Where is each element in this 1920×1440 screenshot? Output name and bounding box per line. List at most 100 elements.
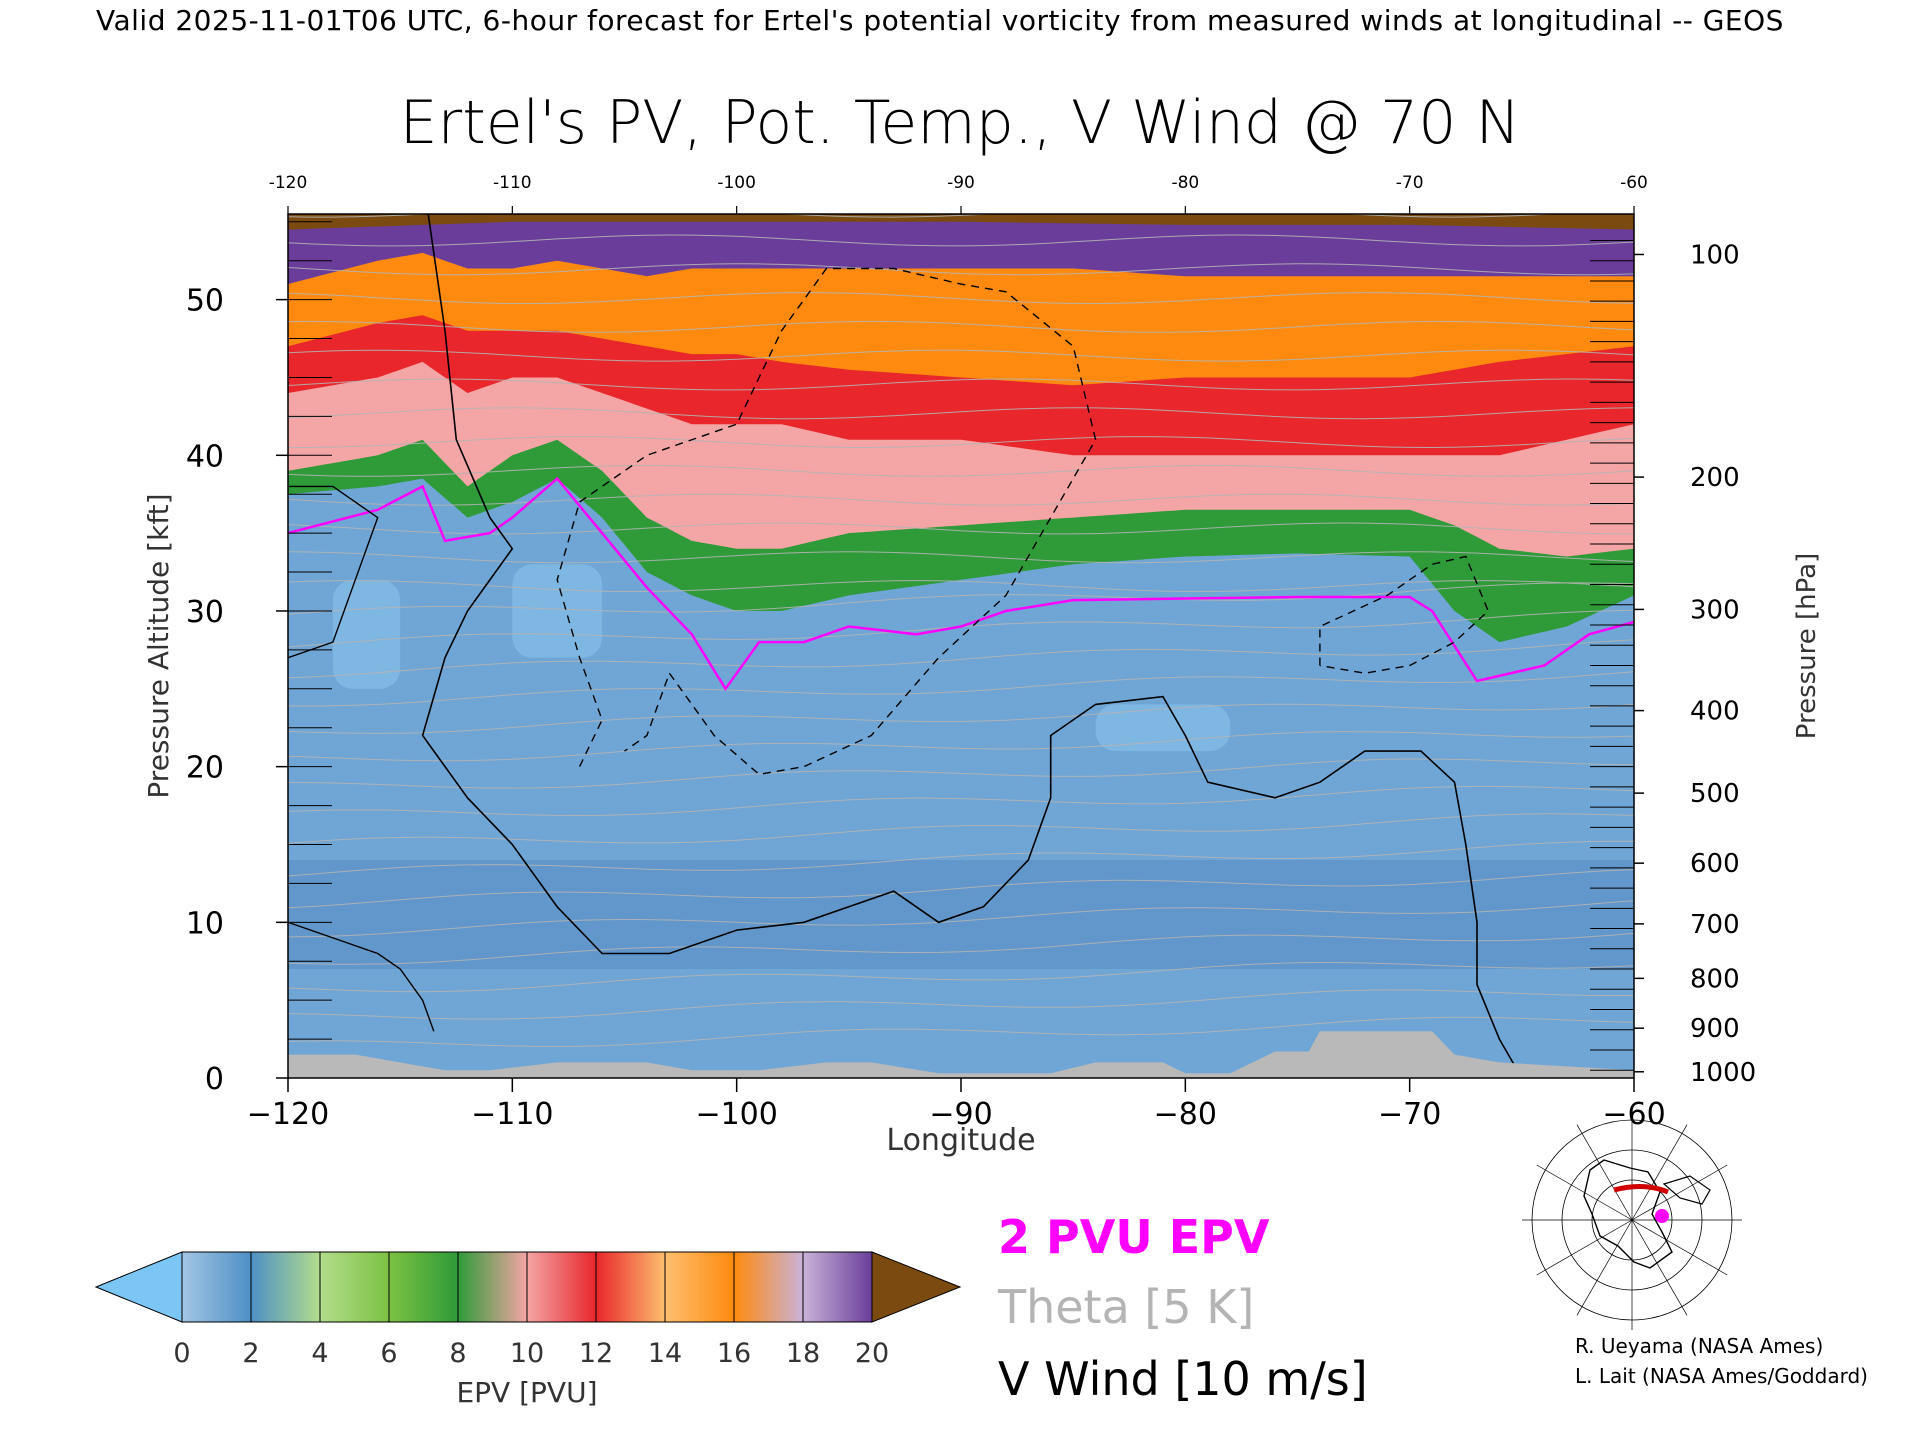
epv-layer-16pvu — [288, 214, 1634, 285]
colorbar-tick-label: 16 — [717, 1338, 751, 1369]
legend-vwind: V Wind [10 m/s] — [998, 1352, 1368, 1406]
colorbar-bin — [389, 1252, 458, 1322]
map-meridian — [1631, 1124, 1688, 1221]
pressure-tick-label: 200 — [1690, 463, 1740, 493]
theta-contour-12 — [288, 671, 1634, 707]
theta-contour-19 — [288, 493, 1634, 506]
colorbar-tick-label: 0 — [173, 1338, 190, 1369]
pressure-tick-label: 1000 — [1690, 1058, 1756, 1088]
colorbar-bin — [803, 1252, 872, 1322]
theta-contour-27 — [288, 263, 1634, 276]
y-tick-label: 20 — [186, 751, 224, 786]
theta-contour-3 — [288, 932, 1634, 965]
theta-contour-2 — [288, 961, 1634, 993]
colorbar-bin — [251, 1252, 320, 1322]
x-tick-label: −90 — [929, 1097, 992, 1132]
two-pvu-line — [288, 476, 1634, 692]
colorbar-tick-label: 20 — [855, 1338, 889, 1369]
colorbar-tick-label: 18 — [786, 1338, 820, 1369]
colorbar-bin — [182, 1252, 251, 1322]
axes: −120 -120 −110 -110 −100 -100 −90 -90 −80 -80 −70 -… — [142, 173, 1822, 1158]
map-greenland-outline — [1662, 1175, 1711, 1205]
vwind-minus10-contour-east — [1319, 555, 1490, 674]
terrain — [288, 1031, 1634, 1078]
x-axis-label: Longitude — [886, 1123, 1035, 1158]
vwind-zero-contour — [421, 214, 1523, 1078]
theta-contour-4 — [288, 900, 1634, 938]
pressure-tick-label: 100 — [1690, 240, 1740, 270]
theta-contour-21 — [288, 436, 1634, 449]
map-inset — [1522, 1110, 1742, 1330]
x-top-tick-label: -100 — [717, 173, 756, 193]
legend-2pvu: 2 PVU EPV — [998, 1210, 1270, 1264]
map-meridian — [1536, 1219, 1633, 1276]
epv-light-patch-2 — [1095, 704, 1231, 752]
polar-map-icon — [1522, 1110, 1742, 1330]
colorbar-tick-label: 2 — [242, 1338, 259, 1369]
pressure-tick-label: 700 — [1690, 910, 1740, 940]
pressure-tick-label: 600 — [1690, 849, 1740, 879]
theta-contour-29 — [288, 214, 1562, 218]
colorbar-tick-label: 10 — [510, 1338, 544, 1369]
vwind-minus10-contour — [556, 267, 1097, 776]
x-top-tick-label: -70 — [1396, 173, 1424, 193]
pressure-tick-label: 400 — [1690, 697, 1740, 727]
pressure-tick-label: 500 — [1690, 779, 1740, 809]
theta-contour-13 — [288, 639, 1634, 679]
colorbar-tick-label: 4 — [311, 1338, 328, 1369]
theta-contour-0 — [288, 1016, 1634, 1048]
map-location-marker — [1655, 1209, 1669, 1223]
map-meridian — [1631, 1219, 1728, 1276]
pressure-tick-label: 800 — [1690, 964, 1740, 994]
vwind-plus10-contour-low — [288, 921, 435, 1032]
theta-contour-18 — [288, 522, 1634, 535]
x-tick-label: −80 — [1154, 1097, 1217, 1132]
y-tick-label: 0 — [205, 1062, 224, 1097]
credit-ueyama: R. Ueyama (NASA Ames) — [1575, 1334, 1824, 1358]
colorbar-tick-label: 8 — [449, 1338, 466, 1369]
pressure-tick-label: 900 — [1690, 1014, 1740, 1044]
pressure-axis-label: Pressure [hPa] — [1792, 553, 1822, 740]
forecast-banner: Valid 2025-11-01T06 UTC, 6-hour forecast… — [96, 4, 1784, 37]
colorbar-under-arrow — [94, 1251, 183, 1323]
x-top-tick-label: -80 — [1171, 173, 1199, 193]
credit-lait: L. Lait (NASA Ames/Goddard) — [1575, 1364, 1868, 1388]
theta-contour-24 — [288, 349, 1634, 362]
x-tick-label: −70 — [1378, 1097, 1441, 1132]
colorbar-bin — [527, 1252, 596, 1322]
pressure-tick-label: 300 — [1690, 595, 1740, 625]
y-axis-label: Pressure Altitude [kft] — [142, 493, 175, 798]
colorbar-tick-label: 12 — [579, 1338, 613, 1369]
x-top-tick-label: -120 — [269, 173, 308, 193]
theta-contour-22 — [288, 407, 1634, 420]
y-tick-label: 30 — [186, 595, 224, 630]
theta-contour-25 — [288, 320, 1634, 333]
colorbar-frame — [181, 1251, 873, 1323]
theta-contour-11 — [288, 703, 1634, 734]
colorbar-bin — [596, 1252, 665, 1322]
theta-contour-5 — [288, 869, 1634, 909]
colorbar-over-arrow — [871, 1251, 962, 1323]
map-meridian — [1576, 1219, 1633, 1316]
colorbar-bin — [734, 1252, 803, 1322]
theta-contour-8 — [288, 785, 1634, 817]
map-meridian — [1631, 1164, 1728, 1221]
theta-contour-7 — [288, 813, 1634, 844]
theta-contour-26 — [288, 292, 1634, 305]
legend-theta: Theta [5 K] — [998, 1280, 1255, 1334]
theta-contour-15 — [288, 582, 1634, 615]
theta-contour-23 — [288, 378, 1634, 391]
x-tick-label: −100 — [695, 1097, 777, 1132]
theta-contour-20 — [288, 464, 1634, 477]
theta-contour-28 — [288, 234, 1634, 247]
map-background — [1536, 1148, 1730, 1298]
map-meridian — [1631, 1219, 1688, 1316]
x-top-tick-label: -110 — [493, 173, 532, 193]
x-top-tick-label: -90 — [947, 173, 975, 193]
map-cross-section-line — [1613, 1184, 1669, 1195]
epv-layer-20pvu — [288, 214, 1634, 230]
colorbar-bin — [320, 1252, 389, 1322]
theta-contour-17 — [288, 551, 1634, 564]
x-tick-label: −120 — [247, 1097, 329, 1132]
